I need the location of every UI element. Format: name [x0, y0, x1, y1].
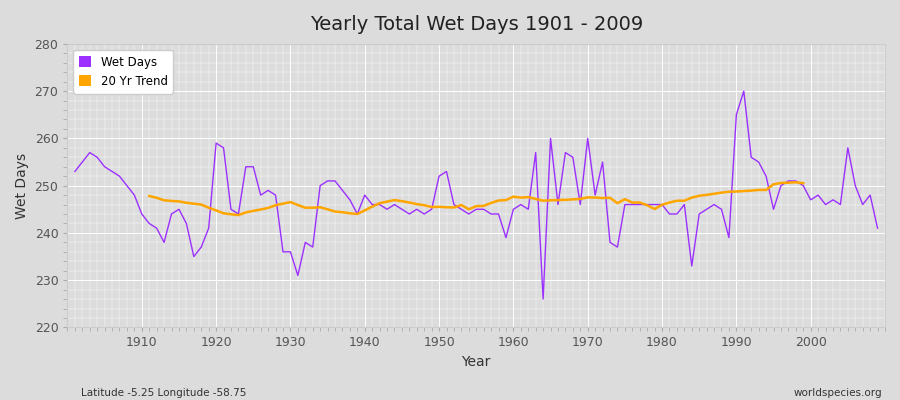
Wet Days — [537, 297, 548, 302]
Wet Days — [292, 273, 303, 278]
20 Yr Trend — [285, 200, 296, 204]
Wet Days — [508, 207, 518, 212]
Legend: Wet Days, 20 Yr Trend: Wet Days, 20 Yr Trend — [74, 50, 174, 94]
Text: Latitude -5.25 Longitude -58.75: Latitude -5.25 Longitude -58.75 — [81, 388, 247, 398]
Line: Wet Days: Wet Days — [75, 91, 878, 299]
X-axis label: Year: Year — [462, 355, 490, 369]
Wet Days — [738, 89, 749, 94]
20 Yr Trend — [404, 200, 415, 205]
Wet Days — [872, 226, 883, 230]
20 Yr Trend — [226, 212, 237, 217]
Wet Days — [605, 240, 616, 245]
Line: 20 Yr Trend: 20 Yr Trend — [149, 182, 803, 215]
20 Yr Trend — [211, 208, 221, 213]
Wet Days — [500, 235, 511, 240]
Y-axis label: Wet Days: Wet Days — [15, 152, 29, 219]
Title: Yearly Total Wet Days 1901 - 2009: Yearly Total Wet Days 1901 - 2009 — [310, 15, 643, 34]
20 Yr Trend — [731, 189, 742, 194]
20 Yr Trend — [233, 213, 244, 218]
Wet Days — [69, 169, 80, 174]
20 Yr Trend — [486, 200, 497, 205]
20 Yr Trend — [790, 180, 801, 185]
20 Yr Trend — [797, 181, 808, 186]
Wet Days — [337, 188, 347, 193]
20 Yr Trend — [144, 194, 155, 198]
Text: worldspecies.org: worldspecies.org — [794, 388, 882, 398]
Wet Days — [129, 193, 140, 198]
